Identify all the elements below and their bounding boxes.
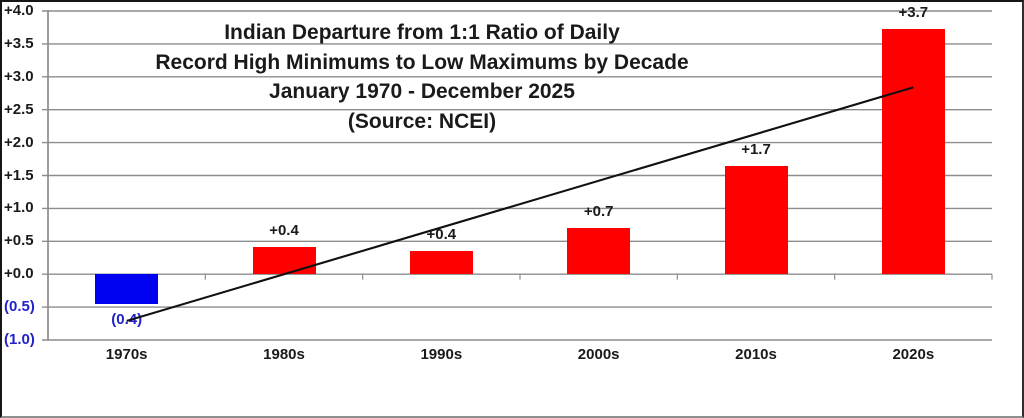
chart-title-line-3: January 1970 - December 2025 (269, 80, 575, 103)
y-axis-tick-label: +1.0 (4, 199, 34, 217)
bar-2010s (724, 165, 788, 275)
chart-title: Indian Departure from 1:1 Ratio of Daily… (155, 18, 688, 136)
y-axis-tick-label: +3.0 (4, 67, 34, 85)
bar-value-label: +0.4 (269, 221, 299, 239)
y-axis-tick-label: +0.0 (4, 265, 34, 283)
bar-value-label: +3.7 (898, 3, 929, 21)
trend-line (126, 86, 914, 322)
x-axis-category-label: 2000s (577, 346, 620, 363)
y-axis-tick-label: +0.5 (4, 232, 34, 250)
bar-1980s (252, 246, 316, 275)
y-axis-tick-label: (1.0) (4, 331, 35, 348)
x-axis-category-label: 1980s (263, 346, 305, 363)
y-axis-tick-label: (0.5) (4, 298, 35, 316)
x-axis-category-label: 1970s (105, 346, 148, 363)
chart-title-line-2: Record High Minimums to Low Maximums by … (155, 50, 689, 74)
y-axis-tick-label: +2.5 (4, 100, 34, 118)
y-axis-tick-label: +4.0 (4, 2, 34, 19)
y-axis-tick-label: +3.5 (4, 34, 34, 52)
x-axis-category-label: 2020s (892, 346, 935, 363)
bar-2020s (881, 28, 945, 275)
bar-value-label: (0.4) (111, 310, 143, 328)
bar-1970s (95, 274, 159, 304)
x-axis-category-label: 1990s (420, 346, 463, 363)
bar-value-label: +0.7 (583, 203, 614, 221)
bar-2000s (567, 228, 631, 275)
chart-title-line-4: (Source: NCEI) (347, 109, 497, 133)
bar-1990s (409, 250, 473, 275)
y-axis-tick-label: +1.5 (4, 166, 34, 184)
chart-title-line-1: Indian Departure from 1:1 Ratio of Daily (224, 21, 620, 44)
x-axis-category-label: 2010s (735, 346, 777, 363)
y-axis-tick-label: +2.0 (4, 133, 34, 151)
bar-value-label: +1.7 (741, 140, 771, 158)
